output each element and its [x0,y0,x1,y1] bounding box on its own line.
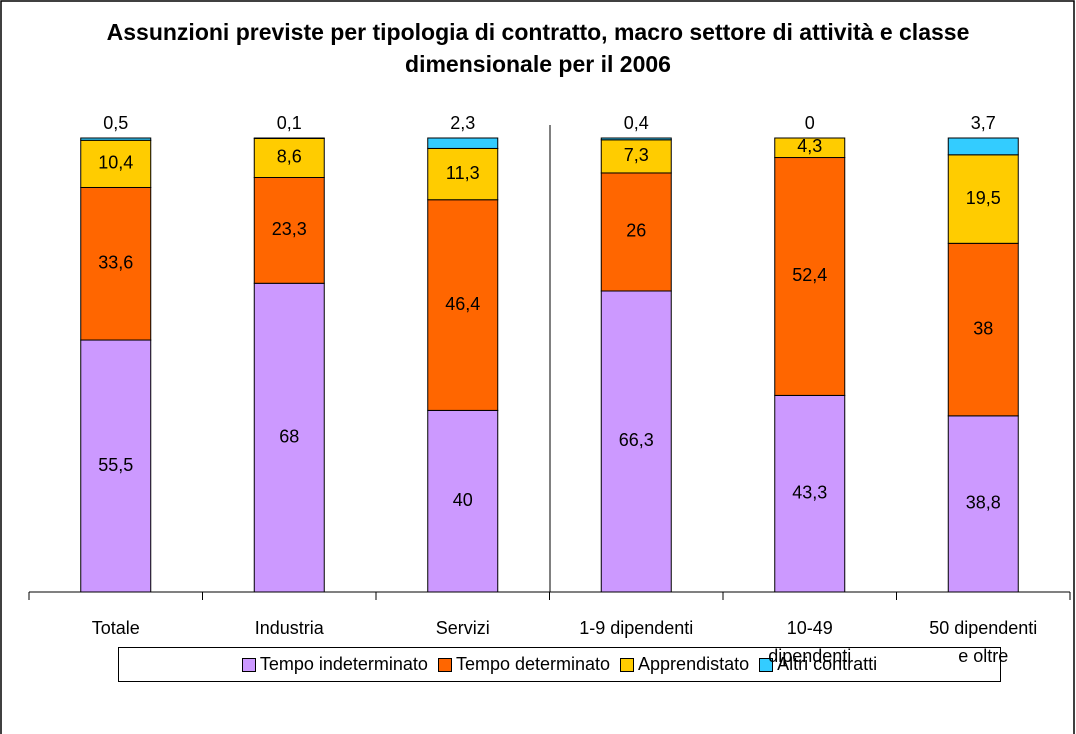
bar-segment [80,139,152,188]
x-tick-label: Servizi [435,618,490,638]
legend-swatch [620,657,635,672]
data-label: 40 [453,490,473,510]
data-label: 26 [626,221,646,241]
data-label: 0,4 [624,113,649,133]
legend-swatch [241,657,256,672]
bar-segment [80,137,152,141]
bar-segment [947,242,1019,417]
bar-segment [427,147,499,201]
x-tick-label: Industria [254,618,324,638]
x-tick-label: 1-9 dipendenti [579,618,694,638]
legend-label: Tempo indeterminato [259,654,428,674]
data-label: 38 [973,318,993,338]
legend-swatch [759,657,774,672]
bar-segment [600,290,672,593]
legend-item: Apprendistato [620,654,749,675]
bar-segment [600,172,672,292]
legend-swatch [437,657,452,672]
data-label: 33,6 [98,253,133,273]
data-label: 11,3 [446,163,480,183]
data-label: 43,3 [792,482,827,502]
data-label: 2,3 [450,113,475,133]
data-label: 0,5 [103,113,128,133]
data-label: 66,3 [619,430,654,450]
data-label: 3,7 [971,113,996,133]
bar-segment [253,176,325,284]
data-label: 19,5 [966,188,1001,208]
x-tick-label: 50 dipendenti e oltre [929,618,1038,666]
bar-segment [600,137,672,141]
data-label: 23,3 [272,219,307,239]
legend: Tempo indeterminato Tempo determinato Appr… [118,647,1001,682]
legend-label: Apprendistato [638,654,750,674]
bar-segment [80,186,152,341]
data-label: 7,3 [624,145,649,165]
bar-segment [774,157,846,396]
legend-item: Altri contratti [759,654,877,675]
data-label: 4,3 [797,136,822,156]
bar-segment [947,137,1019,156]
data-label: 68 [279,426,299,446]
bar-segment [427,409,499,593]
legend-label: Altri contratti [777,654,878,674]
x-tick-label: 10-49 dipendenti [768,618,852,666]
data-label: 0 [805,113,815,133]
data-label: 8,6 [277,147,302,167]
bar-segment [600,139,672,174]
bar-segment [774,394,846,593]
data-label: 10,4 [98,153,133,173]
bar-segment [253,282,325,593]
data-label: 38,8 [966,493,1001,513]
legend-label: Tempo determinato [455,654,611,674]
bar-segment [427,199,499,411]
data-label: 55,5 [98,455,133,475]
legend-item: Tempo indeterminato [241,654,428,675]
bar-segment [253,137,325,178]
bar-segment [947,415,1019,593]
data-label: 0,1 [277,113,302,133]
bar-segment [774,137,846,159]
x-tick-label: Totale [91,618,140,638]
data-label: 46,4 [445,294,480,314]
chart-title: Assunzioni previste per tipologia di con… [106,19,970,77]
bar-segment [427,137,499,149]
data-label: 52,4 [792,265,827,285]
legend-item: Tempo determinato [437,654,611,675]
bar-segment [947,154,1019,244]
